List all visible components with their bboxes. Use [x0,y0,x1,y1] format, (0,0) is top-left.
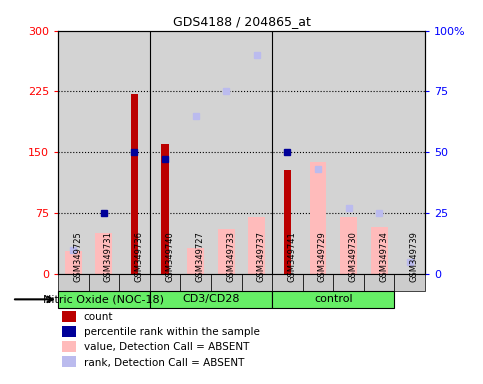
Text: Nitric Oxide (NOC-18): Nitric Oxide (NOC-18) [43,295,164,305]
Bar [211,274,242,291]
Text: GSM349734: GSM349734 [379,232,388,282]
Bar [88,274,119,291]
Bar [187,248,204,274]
Bar [333,274,364,291]
Bar [161,144,169,274]
Text: count: count [84,312,113,322]
Text: control: control [314,295,353,305]
Bar [119,274,150,291]
Title: GDS4188 / 204865_at: GDS4188 / 204865_at [172,15,311,28]
Bar [284,170,291,274]
Bar [303,274,333,291]
Bar [62,326,76,337]
Bar [130,94,138,274]
Text: GSM349725: GSM349725 [73,232,82,282]
Bar [180,274,211,291]
Text: GSM349737: GSM349737 [257,231,266,282]
Bar [150,274,180,291]
Bar [272,291,395,308]
Text: GSM349740: GSM349740 [165,232,174,282]
Bar [364,274,395,291]
Bar [242,274,272,291]
Bar [248,217,265,274]
Text: CD3/CD28: CD3/CD28 [182,295,240,305]
Bar [96,233,112,274]
Bar [340,217,357,274]
Text: GSM349736: GSM349736 [134,231,143,282]
Bar [62,341,76,352]
Text: percentile rank within the sample: percentile rank within the sample [84,327,259,337]
Text: rank, Detection Call = ABSENT: rank, Detection Call = ABSENT [84,358,244,367]
Text: GSM349733: GSM349733 [226,231,235,282]
Text: GSM349739: GSM349739 [410,232,419,282]
Bar [310,162,327,274]
Bar [150,291,272,308]
Bar [58,274,88,291]
Text: GSM349730: GSM349730 [349,232,357,282]
Bar [58,291,150,308]
Bar [65,251,82,274]
Text: value, Detection Call = ABSENT: value, Detection Call = ABSENT [84,343,249,353]
Bar [218,229,235,274]
Bar [371,227,387,274]
Bar [272,274,303,291]
Bar [395,274,425,291]
Bar [62,356,76,367]
Text: GSM349731: GSM349731 [104,232,113,282]
Bar [62,311,76,322]
Text: GSM349729: GSM349729 [318,232,327,282]
Text: GSM349741: GSM349741 [287,232,297,282]
Text: GSM349727: GSM349727 [196,232,205,282]
